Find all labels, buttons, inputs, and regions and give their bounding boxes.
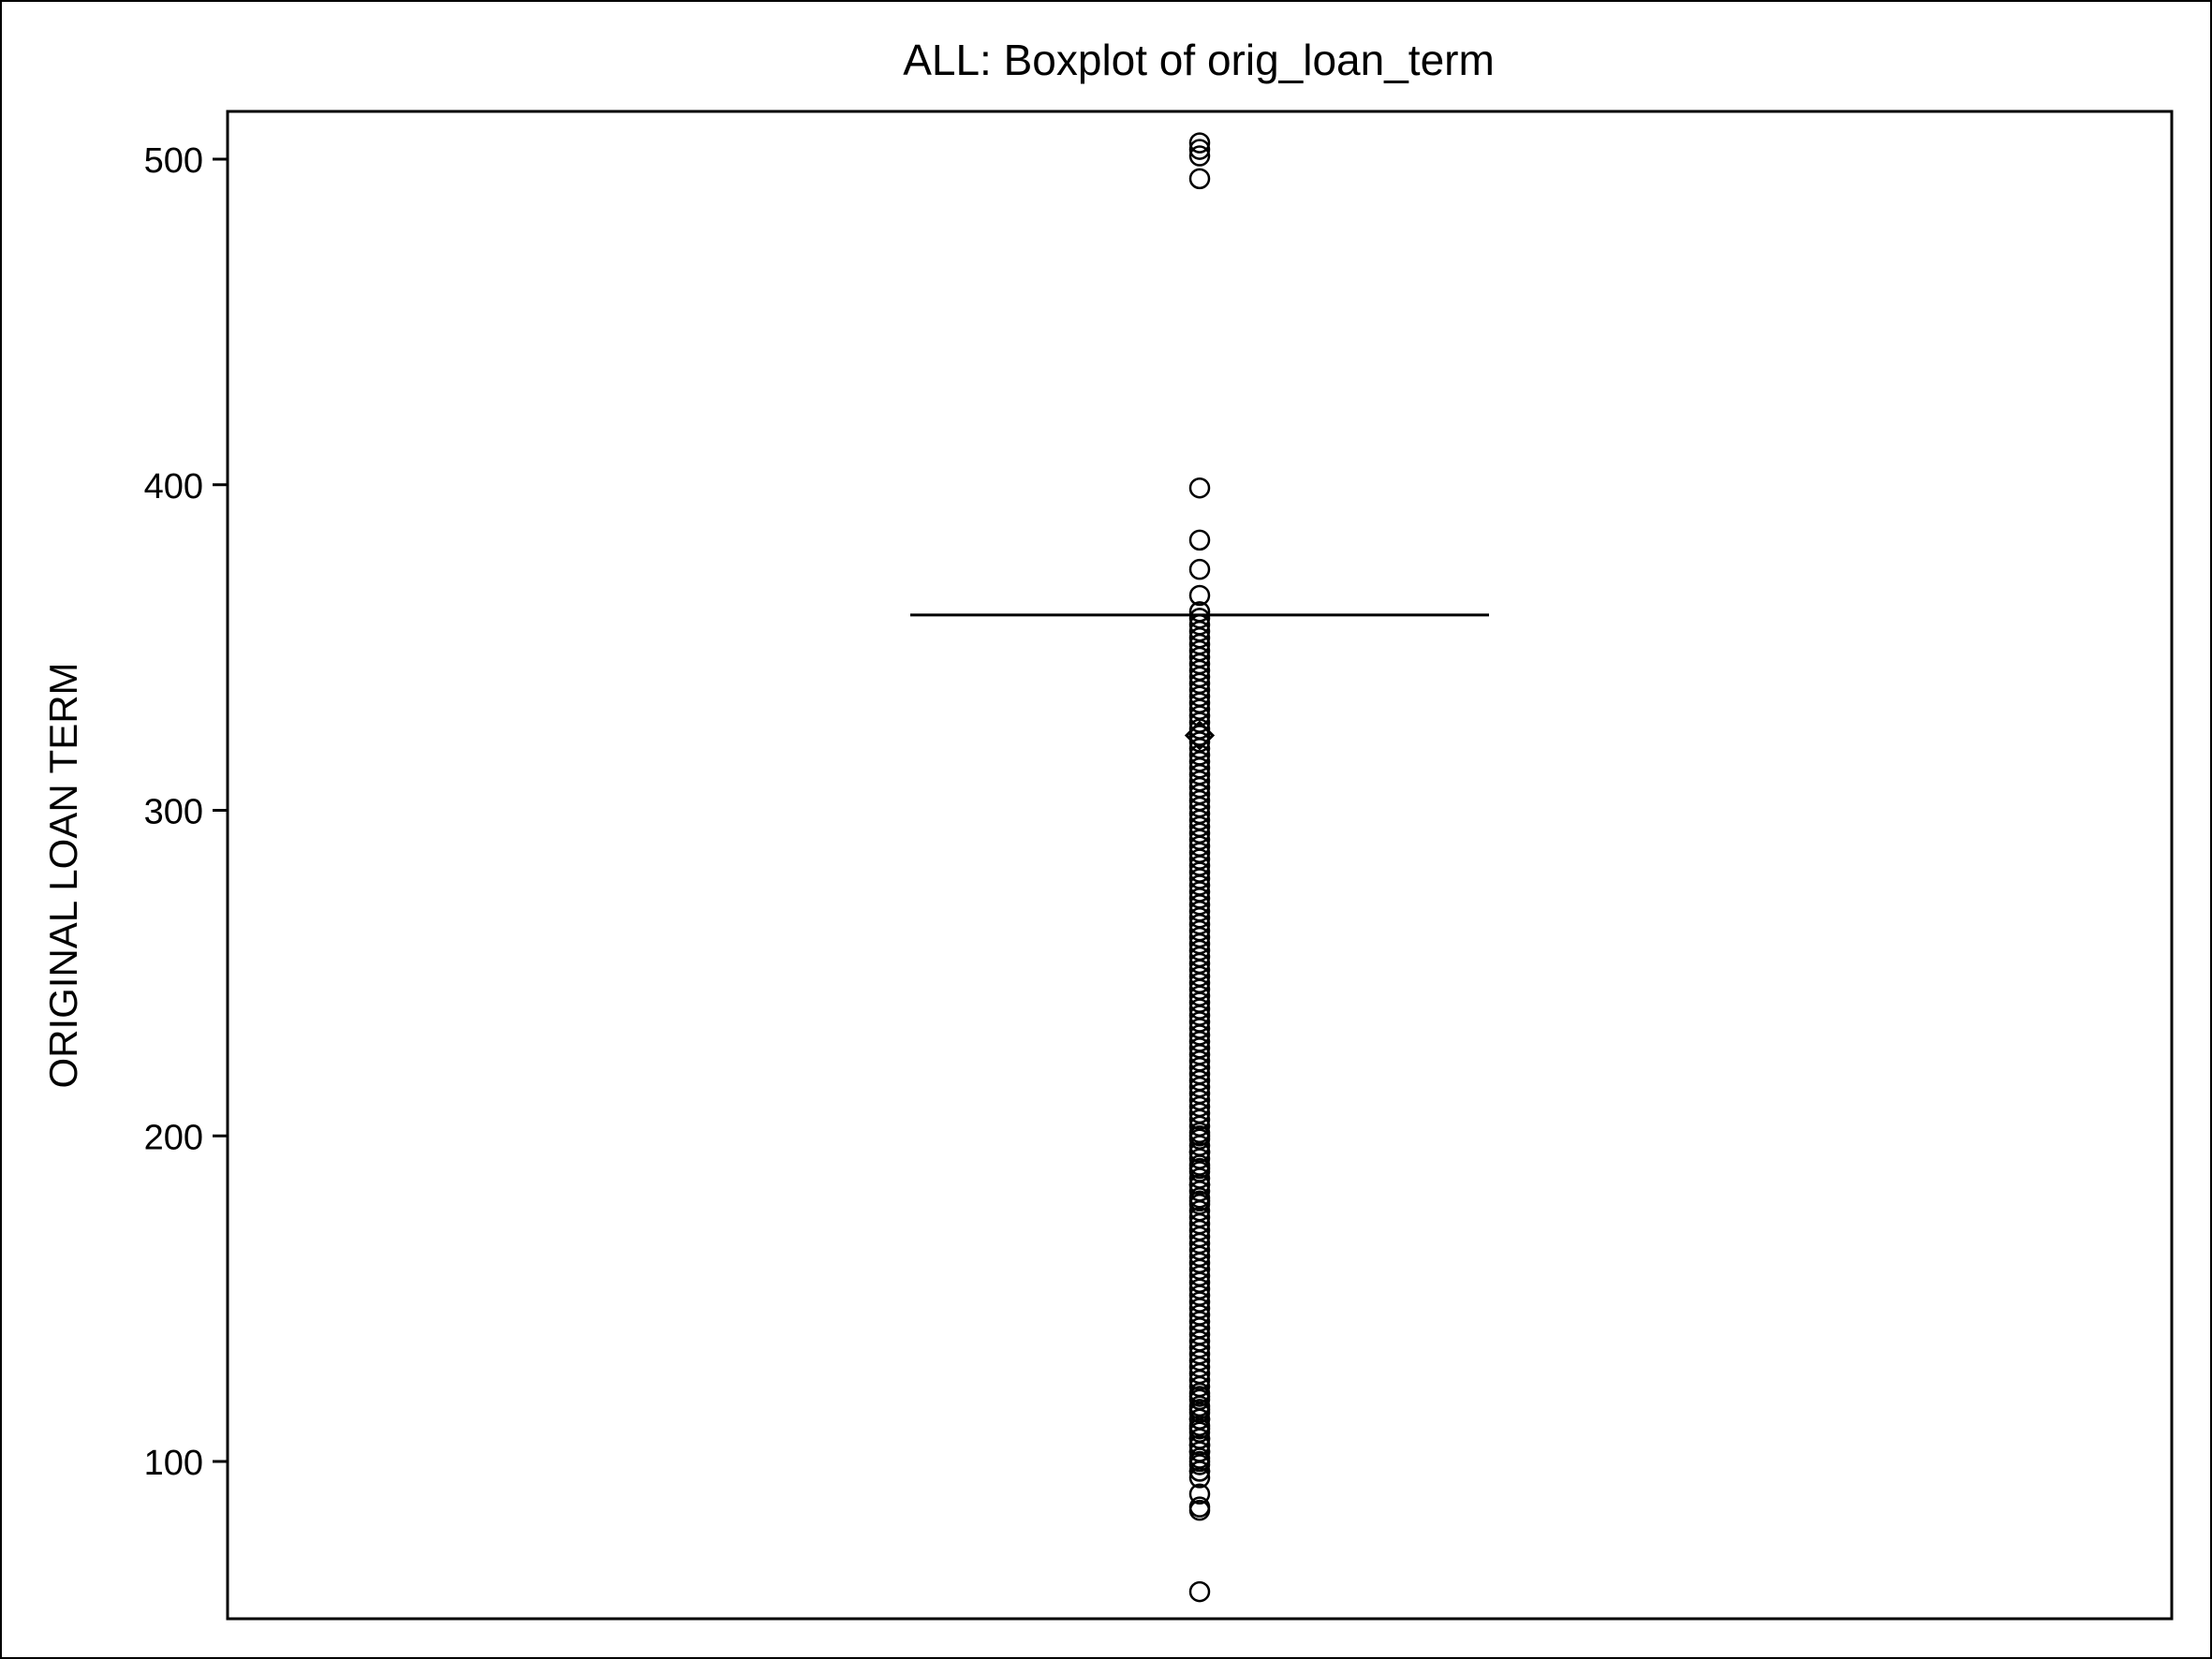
outlier-point (1188, 1174, 1211, 1196)
outlier-point (1188, 558, 1211, 580)
outlier-point (1188, 1450, 1211, 1473)
y-axis-label: ORIGINAL LOAN TERM (41, 662, 85, 1088)
outlier-band (1188, 601, 1211, 1489)
outlier-point (1188, 132, 1211, 154)
outlier-point (1188, 1580, 1211, 1603)
chart-title: ALL: Boxplot of orig_loan_term (903, 36, 1495, 84)
outlier-point (1188, 477, 1211, 499)
outlier-point (1188, 1157, 1211, 1180)
outlier-point (1188, 1408, 1211, 1431)
outlier-point (1188, 1496, 1211, 1518)
mean-marker (1184, 720, 1216, 751)
outlier-point (1188, 139, 1211, 160)
outlier-point (1188, 1190, 1211, 1212)
outlier-point (1188, 584, 1211, 607)
outlier-point (1188, 1434, 1211, 1456)
outlier-point (1188, 1386, 1211, 1407)
y-tick-label: 100 (144, 1444, 203, 1483)
y-tick-label: 500 (144, 141, 203, 181)
outlier-point (1188, 601, 1211, 623)
outlier-point (1188, 1125, 1211, 1147)
outlier-point (1188, 608, 1211, 629)
plot-area (226, 110, 2174, 1621)
outlier-point (1188, 145, 1211, 167)
outlier-point (1188, 1141, 1211, 1163)
y-tick-label: 200 (144, 1118, 203, 1157)
outlier-point (1188, 529, 1211, 551)
outlier-points (1188, 132, 1211, 1603)
y-tick-label: 300 (144, 793, 203, 832)
box-element (910, 613, 1489, 751)
y-axis: 100 200 300 400 500 (144, 141, 228, 1483)
outlier-point (1188, 168, 1211, 190)
outlier-point (1188, 1483, 1211, 1505)
y-tick-label: 400 (144, 467, 203, 507)
outlier-point (1188, 1441, 1211, 1462)
outlier-point (1188, 1399, 1211, 1420)
